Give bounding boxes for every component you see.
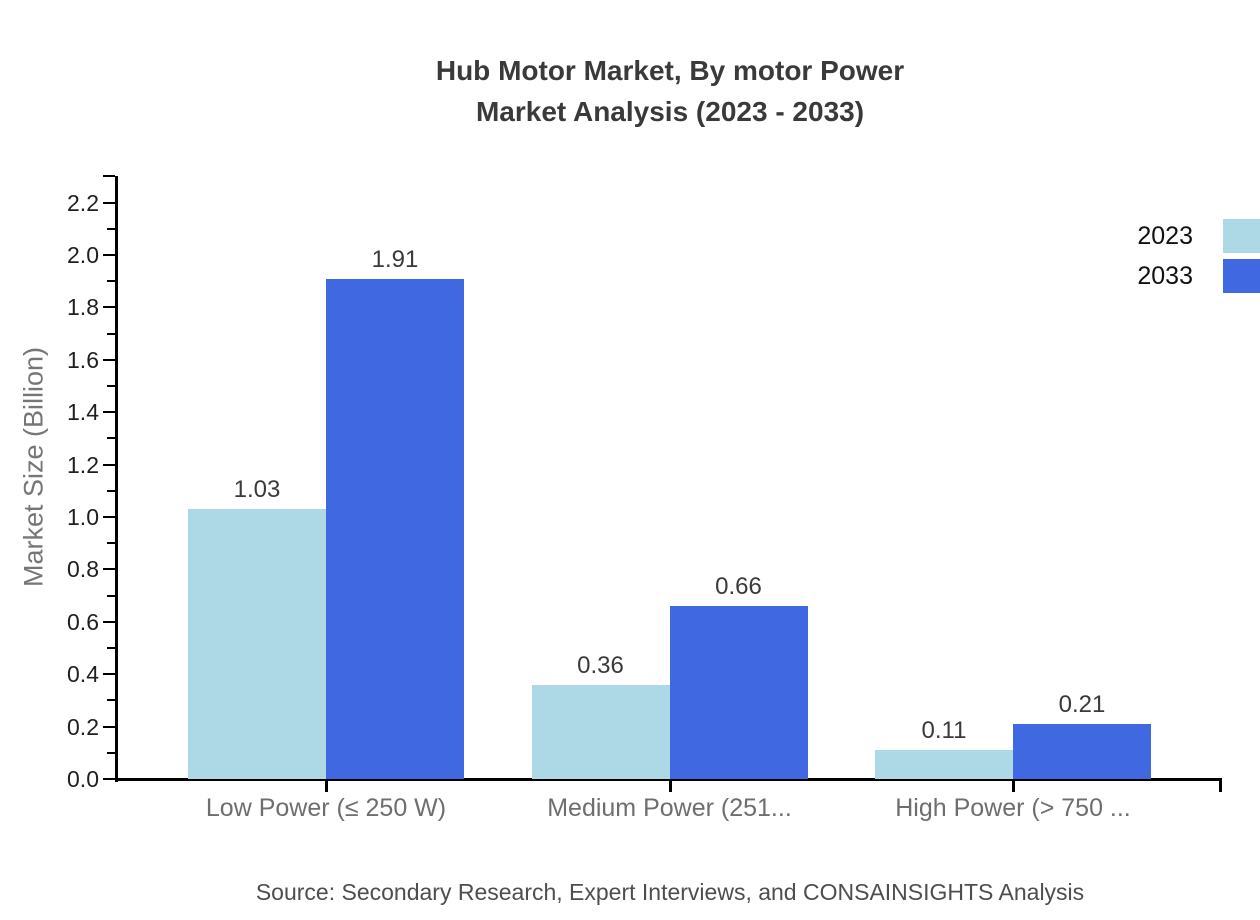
y-minor-tick [107,385,115,387]
y-minor-tick [107,594,115,597]
y-minor-tick [107,751,115,754]
y-axis-line [115,176,118,782]
bar-2023-1 [531,685,670,779]
x-axis-label-0: Low Power (≤ 250 W) [205,794,447,822]
legend-label-2033: 2033 [1137,261,1193,290]
y-tick-label: 1.4 [67,399,99,426]
y-tick-label: 1.8 [67,294,99,321]
y-tick-label: 0.8 [67,556,99,583]
value-label-2023-1: 0.36 [577,652,624,679]
y-major-tick [103,516,115,518]
y-tick-label: 0.2 [67,713,99,740]
value-label-2033-0: 1.91 [371,246,419,273]
y-major-tick [103,568,115,571]
value-label-2033-1: 0.66 [715,573,762,600]
legend: 2023 2033 [1137,219,1260,299]
x-tick [668,779,672,792]
y-tick-label: 0.6 [67,608,99,635]
bar-2033-2 [1013,724,1151,779]
legend-item-2023: 2023 [1137,219,1260,253]
chart-title-line2: Market Analysis (2023 - 2033) [475,96,865,127]
chart-title: Hub Motor Market, By motor Power Market … [80,50,1260,132]
y-major-tick [103,411,115,414]
y-major-tick [103,463,115,466]
legend-label-2023: 2023 [1137,221,1193,250]
y-minor-tick [107,280,115,283]
legend-swatch-2023 [1223,219,1260,253]
x-axis-end-tick [1219,779,1222,792]
legend-swatch-2033 [1223,259,1260,293]
y-tick-label: 1.0 [67,504,99,530]
y-minor-tick [107,542,115,545]
y-minor-tick [107,699,115,702]
value-label-2033-2: 0.21 [1058,691,1106,718]
bar-2033-1 [669,606,808,779]
y-minor-tick [103,175,115,178]
source-note: Source: Secondary Research, Expert Inter… [255,879,1085,905]
bar-2023-0 [188,509,326,779]
value-label-2023-0: 1.03 [233,476,281,503]
y-minor-tick [107,227,115,230]
y-major-tick [103,673,115,676]
y-major-tick [103,778,115,780]
y-minor-tick [107,437,115,440]
y-tick-label: 1.6 [67,346,99,373]
y-major-tick [103,201,115,204]
legend-item-2033: 2033 [1137,259,1260,293]
x-axis-label-1: Medium Power (251... [547,794,792,822]
bar-2023-2 [875,750,1013,779]
x-tick [1012,779,1015,792]
bar-2033-0 [326,279,464,779]
x-axis-label-2: High Power (> 750 ... [895,794,1131,822]
y-tick-label: 2.0 [67,242,99,268]
y-tick-label: 0.4 [67,661,99,688]
y-major-tick [103,620,115,623]
y-major-tick [103,725,115,728]
y-minor-tick [107,332,115,335]
y-minor-tick [107,647,115,649]
y-tick-label: 0.0 [67,766,99,792]
y-tick-label: 1.2 [67,451,99,478]
y-major-tick [103,254,115,256]
x-tick [325,779,328,792]
y-minor-tick [107,489,115,492]
y-major-tick [103,306,115,309]
chart-title-line1: Hub Motor Market, By motor Power [435,55,905,86]
value-label-2023-2: 0.11 [921,717,967,744]
y-major-tick [103,358,115,361]
y-tick-label: 2.2 [67,189,99,216]
